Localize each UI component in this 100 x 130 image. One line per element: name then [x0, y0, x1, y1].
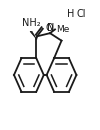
- Text: NH₂: NH₂: [22, 18, 40, 28]
- Text: Me: Me: [56, 25, 69, 34]
- Text: H: H: [67, 9, 75, 19]
- Text: Cl: Cl: [77, 9, 86, 19]
- Polygon shape: [30, 31, 36, 39]
- Text: O: O: [46, 23, 54, 32]
- Text: N: N: [47, 22, 54, 32]
